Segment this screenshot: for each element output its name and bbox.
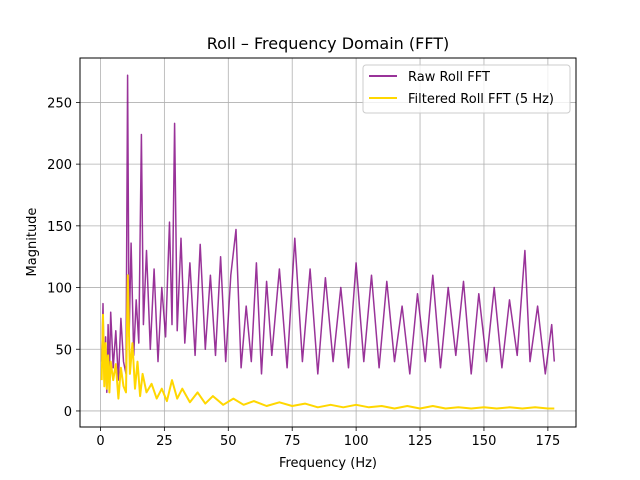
y-tick-label: 150 <box>47 220 72 235</box>
y-tick-label: 100 <box>47 282 72 297</box>
x-tick-label: 125 <box>408 434 433 449</box>
x-tick-label: 175 <box>535 434 560 449</box>
legend-entry-filtered: Filtered Roll FFT (5 Hz) <box>408 92 554 107</box>
y-axis-label: Magnitude <box>25 208 40 277</box>
y-tick-label: 50 <box>55 343 72 358</box>
x-axis-label: Frequency (Hz) <box>279 456 377 471</box>
x-tick-label: 100 <box>344 434 369 449</box>
series-line-raw <box>100 74 556 394</box>
plot-frame <box>79 57 577 428</box>
series-line-filtered <box>100 274 555 410</box>
y-axis-ticks: 0 50 100 150 200 250 <box>47 96 80 420</box>
x-tick-label: 0 <box>96 434 104 449</box>
x-tick-label: 25 <box>156 434 173 449</box>
grid-lines <box>80 58 576 427</box>
x-axis-ticks: 0 25 50 75 100 125 150 175 <box>96 427 560 449</box>
y-tick-label: 250 <box>47 96 72 111</box>
plot-area <box>100 74 556 410</box>
chart-title: Roll – Frequency Domain (FFT) <box>207 34 450 53</box>
legend: Raw Roll FFT Filtered Roll FFT (5 Hz) <box>362 64 571 114</box>
legend-box <box>362 64 571 114</box>
x-tick-label: 50 <box>220 434 237 449</box>
series-layer <box>100 74 556 410</box>
x-tick-label: 75 <box>284 434 301 449</box>
legend-entry-raw: Raw Roll FFT <box>408 70 490 85</box>
y-tick-label: 200 <box>47 158 72 173</box>
y-tick-label: 0 <box>64 405 72 420</box>
x-tick-label: 150 <box>472 434 497 449</box>
